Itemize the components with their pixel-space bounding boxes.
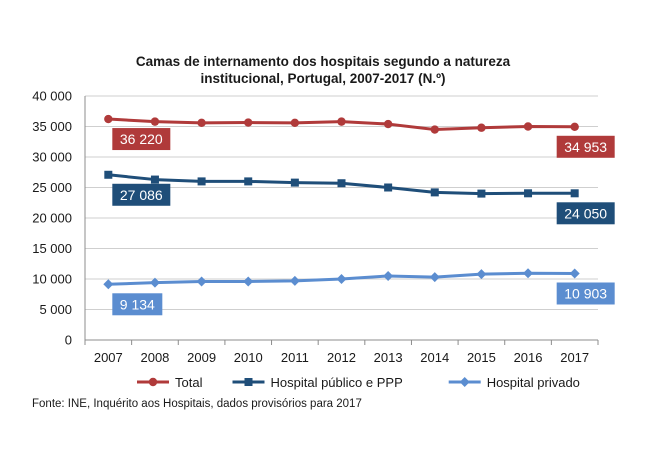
x-axis-ticks: 2007 2008 2009 2010 2011 2012 2013 2014 2015 2016…	[94, 350, 589, 365]
data-label-box	[112, 128, 171, 151]
data-point	[523, 122, 533, 131]
data-point	[150, 175, 159, 184]
data-point	[429, 272, 440, 283]
data-label: 24 050	[556, 202, 615, 225]
x-tick-label: 2013	[374, 350, 403, 365]
data-point	[104, 114, 113, 124]
y-tick-label: 30 000	[32, 150, 72, 165]
data-point	[336, 274, 347, 284]
x-tick-label: 2014	[420, 350, 449, 365]
data-label-box	[112, 183, 171, 206]
legend-marker	[244, 378, 253, 386]
data-point	[290, 178, 299, 187]
data-point	[197, 177, 206, 186]
data-point	[569, 268, 580, 279]
y-tick-label: 15 000	[32, 241, 72, 256]
data-label-text: 27 086	[120, 187, 163, 203]
data-label-box	[556, 202, 615, 225]
data-point	[477, 189, 486, 198]
data-point	[337, 179, 346, 188]
legend-label: Total	[175, 375, 203, 390]
series-3	[103, 268, 580, 290]
series-1	[104, 114, 579, 134]
legend-marker	[459, 377, 470, 387]
data-label-text: 9 134	[120, 296, 155, 312]
data-point	[384, 183, 393, 192]
data-label-text: 24 050	[564, 205, 607, 221]
data-label-text: 36 220	[120, 131, 163, 147]
x-tick-label: 2010	[234, 350, 263, 365]
chart-title-line-2: institucional, Portugal, 2007-2017 (N.º)	[201, 71, 446, 86]
x-tick-label: 2017	[560, 350, 589, 365]
data-label: 9 134	[112, 293, 163, 316]
data-point	[476, 269, 487, 280]
data-label: 27 086	[112, 183, 171, 206]
data-point	[244, 177, 253, 186]
data-point	[197, 118, 206, 128]
data-point	[103, 279, 114, 290]
gridlines	[85, 95, 598, 310]
y-tick-label: 0	[65, 333, 72, 348]
data-point	[244, 118, 253, 127]
y-tick-label: 10 000	[32, 272, 72, 287]
data-label-box	[556, 135, 615, 158]
source-note: Fonte: INE, Inquérito aos Hospitais, dad…	[32, 398, 362, 410]
y-tick-label: 20 000	[32, 211, 72, 226]
y-tick-label: 40 000	[32, 89, 72, 104]
legend-marker	[148, 377, 158, 387]
x-tick-label: 2009	[187, 350, 216, 365]
legend: Total Hospital público e PPP Hospital priv…	[137, 375, 580, 390]
legend-item-1: Total	[137, 375, 203, 390]
data-point	[290, 118, 300, 128]
data-label: 36 220	[112, 128, 171, 151]
x-tick-label: 2011	[281, 350, 309, 365]
data-point	[337, 117, 346, 126]
data-point	[383, 270, 394, 281]
data-point	[570, 122, 579, 131]
data-point	[523, 268, 534, 279]
y-axis-ticks: 0 5 000 10 000 15 000 20 000 25 000 30 000 35 0…	[32, 89, 72, 348]
data-point	[524, 189, 533, 198]
x-tick-label: 2007	[94, 350, 123, 365]
x-tick-label: 2008	[140, 350, 169, 365]
x-tick-label: 2015	[467, 350, 496, 365]
data-point	[243, 276, 254, 287]
data-label: 34 953	[556, 135, 615, 158]
data-point	[477, 123, 486, 132]
data-point	[383, 119, 393, 129]
data-point	[570, 189, 579, 198]
data-point	[430, 188, 439, 197]
data-label-text: 10 903	[564, 285, 607, 301]
chart-title-line-1: Camas de internamento dos hospitais segu…	[136, 54, 511, 69]
y-tick-label: 25 000	[32, 180, 72, 195]
legend-label: Hospital privado	[487, 375, 580, 390]
data-point	[150, 117, 160, 126]
data-point	[196, 276, 207, 287]
data-point	[149, 277, 160, 288]
legend-item-3: Hospital privado	[448, 375, 580, 390]
series-2	[104, 170, 579, 198]
data-point	[289, 275, 300, 286]
y-tick-label: 5 000	[39, 302, 72, 317]
data-label: 10 903	[556, 282, 615, 305]
x-tick-label: 2012	[327, 350, 356, 365]
data-point	[104, 170, 113, 179]
data-point	[430, 125, 439, 134]
data-label-box	[112, 293, 163, 316]
data-labels: 36 220 34 953 27 086 24 050 9 134 10 903	[112, 128, 615, 316]
legend-item-2: Hospital público e PPP	[232, 375, 403, 390]
data-label-text: 34 953	[564, 139, 607, 155]
legend-label: Hospital público e PPP	[271, 375, 403, 390]
y-tick-label: 35 000	[32, 119, 72, 134]
data-label-box	[556, 282, 615, 305]
axes	[84, 96, 599, 345]
x-tick-label: 2016	[514, 350, 543, 365]
series-group	[103, 114, 580, 290]
